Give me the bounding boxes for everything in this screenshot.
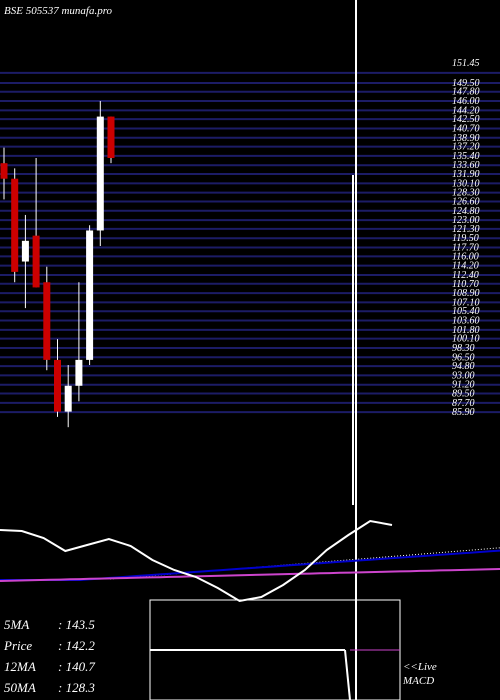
macd-label: MACD bbox=[402, 675, 434, 687]
price-tick-label: 110.70 bbox=[452, 279, 479, 290]
candle-body bbox=[0, 163, 8, 179]
candlestick-series bbox=[0, 101, 115, 428]
stat-5ma-label: 5MA bbox=[4, 617, 29, 632]
price-tick-label: 108.90 bbox=[452, 288, 480, 299]
price-axis-ticks: 149.50147.80146.00144.20142.50140.70138.… bbox=[452, 78, 480, 418]
candle-body bbox=[43, 282, 51, 360]
price-tick-label: 107.10 bbox=[452, 297, 480, 308]
price-tick-label: 117.70 bbox=[452, 243, 479, 254]
stat-50ma-value: : 128.3 bbox=[58, 680, 95, 695]
candle-body bbox=[96, 116, 104, 231]
price-axis-top-label: 151.45 bbox=[452, 58, 480, 69]
price-tick-label: 140.70 bbox=[452, 123, 480, 134]
price-tick-label: 119.50 bbox=[452, 233, 479, 244]
stat-12ma-value: : 140.7 bbox=[58, 659, 95, 674]
price-tick-label: 124.80 bbox=[452, 206, 480, 217]
stat-5ma-value: : 143.5 bbox=[58, 617, 95, 632]
macd-live-label: <<Live bbox=[403, 661, 437, 673]
price-tick-label: 121.30 bbox=[452, 224, 480, 235]
price-tick-label: 112.40 bbox=[452, 270, 479, 281]
candle-body bbox=[64, 385, 72, 412]
price-tick-label: 91.20 bbox=[452, 380, 475, 391]
stat-50ma-label: 50MA bbox=[4, 680, 36, 695]
candle-body bbox=[75, 359, 83, 386]
price-tick-label: 94.80 bbox=[452, 361, 475, 372]
candle-body bbox=[54, 359, 61, 412]
stat-price-label: Price bbox=[3, 638, 32, 653]
price-tick-label: 135.40 bbox=[452, 151, 480, 162]
candle-body bbox=[21, 240, 29, 262]
price-tick-label: 138.90 bbox=[452, 133, 480, 144]
candle-body bbox=[32, 235, 40, 288]
oscillator-line bbox=[0, 519, 393, 603]
price-tick-label: 101.80 bbox=[452, 325, 480, 336]
price-tick-label: 85.90 bbox=[452, 407, 475, 418]
price-tick-label: 100.10 bbox=[452, 334, 480, 345]
price-tick-label: 93.00 bbox=[452, 370, 475, 381]
price-tick-label: 103.60 bbox=[452, 316, 480, 327]
price-tick-label: 130.10 bbox=[452, 178, 480, 189]
macd-drop-line bbox=[344, 649, 351, 700]
candle-body bbox=[107, 116, 115, 158]
stat-12ma-label: 12MA bbox=[4, 659, 36, 674]
price-tick-label: 137.20 bbox=[452, 142, 480, 153]
price-tick-label: 146.00 bbox=[452, 96, 480, 107]
price-tick-label: 133.60 bbox=[452, 160, 480, 171]
candle-body bbox=[11, 178, 19, 272]
stat-price-value: : 142.2 bbox=[58, 638, 95, 653]
magenta-ma-line bbox=[0, 568, 500, 582]
chart-title: BSE 505537 munafa.pro bbox=[4, 5, 113, 17]
price-tick-label: 144.20 bbox=[452, 105, 480, 116]
price-tick-label: 142.50 bbox=[452, 114, 480, 125]
price-tick-label: 128.30 bbox=[452, 188, 480, 199]
price-tick-label: 126.60 bbox=[452, 196, 480, 207]
price-tick-label: 105.40 bbox=[452, 306, 480, 317]
price-tick-label: 89.50 bbox=[452, 389, 475, 400]
price-tick-label: 123.00 bbox=[452, 215, 480, 226]
price-tick-label: 98.30 bbox=[452, 343, 475, 354]
price-grid bbox=[0, 71, 500, 414]
macd-panel bbox=[149, 599, 401, 700]
price-tick-label: 149.50 bbox=[452, 78, 480, 89]
price-tick-label: 96.50 bbox=[452, 352, 475, 363]
price-tick-label: 131.90 bbox=[452, 169, 480, 180]
indicator-panel bbox=[0, 519, 500, 603]
price-tick-label: 114.20 bbox=[452, 261, 479, 272]
price-tick-label: 147.80 bbox=[452, 87, 480, 98]
price-tick-label: 116.00 bbox=[452, 251, 479, 262]
stats-block: 5MA : 143.5 Price : 142.2 12MA : 140.7 5… bbox=[3, 617, 95, 695]
candle-body bbox=[86, 230, 94, 360]
price-tick-label: 87.70 bbox=[452, 398, 475, 409]
